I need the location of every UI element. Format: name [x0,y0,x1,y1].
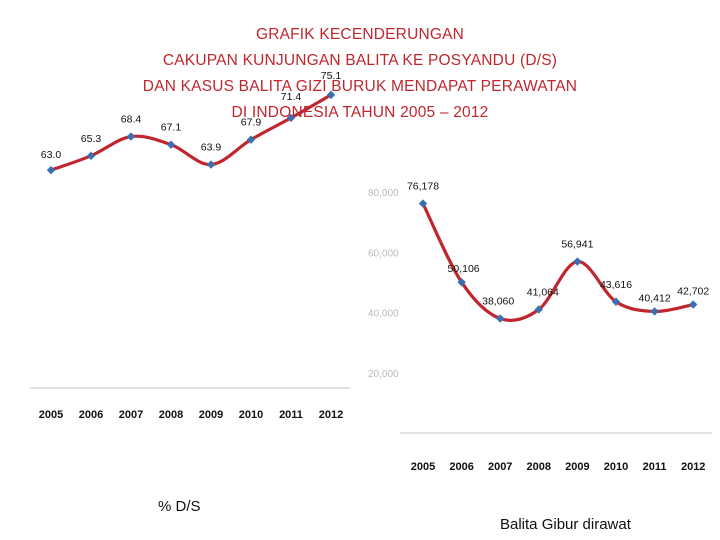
gb-point [650,307,659,316]
gb-data-label: 42,702 [677,286,709,298]
ds-x-tick-label: 2007 [119,409,143,421]
gb-x-tick-label: 2006 [449,461,473,473]
gb-data-label: 76,178 [407,181,439,193]
gb-x-tick-label: 2010 [604,461,628,473]
ds-data-label: 63.0 [41,149,62,161]
ds-coverage-chart: 63.0 65.3 68.4 67.1 63.9 67.9 71.4 75.1 2005 2006… [30,70,350,421]
ds-point [246,135,256,144]
gb-data-label: 50,106 [448,263,480,275]
ds-point [86,151,96,161]
gb-ytick-label: 20,000 [368,369,399,380]
ds-x-tick-label: 2005 [39,409,63,421]
ds-point [326,90,336,100]
ds-point [126,132,136,141]
gb-data-label: 38,060 [482,296,514,308]
gb-point [418,199,428,208]
ds-chart-caption: % D/S [158,498,201,515]
gb-x-tick-label: 2012 [681,461,705,473]
ds-x-tick-label: 2009 [199,409,223,421]
gb-x-tick-label: 2008 [527,461,551,473]
ds-data-label: 71.4 [281,91,302,103]
gb-ytick-label: 40,000 [368,309,399,320]
title-line-3: DAN KASUS BALITA GIZI BURUK MENDAPAT PER… [142,78,578,95]
ds-point [286,113,296,123]
ds-data-label: 65.3 [81,133,102,145]
ds-x-tick-label: 2011 [279,409,303,421]
gb-x-tick-label: 2007 [488,461,512,473]
gb-ytick-label: 80,000 [368,188,399,199]
ds-data-label: 67.1 [161,122,182,134]
ds-point [46,165,56,175]
gb-x-tick-label: 2005 [411,461,435,473]
gb-point [573,257,582,266]
ds-data-label: 75.1 [321,70,342,82]
ds-x-tick-label: 2010 [239,409,263,421]
gb-point [689,300,698,309]
gb-point [496,314,505,323]
gb-x-tick-label: 2009 [565,461,589,473]
ds-data-label: 67.9 [241,117,262,129]
ds-data-label: 68.4 [121,114,142,126]
ds-point [206,160,216,169]
ds-x-tick-label: 2006 [79,409,103,421]
title-line-2: CAKUPAN KUNJUNGAN BALITA KE POSYANDU (D/… [162,52,558,69]
gb-x-tick-label: 2011 [643,461,667,473]
gb-point [534,305,543,314]
title-line-1: GRAFIK KECENDERUNGAN [255,26,465,43]
ds-x-tick-label: 2008 [159,409,183,421]
gb-data-label: 43,616 [600,279,632,291]
gb-point [611,297,621,306]
gb-data-label: 41,064 [527,286,559,298]
ds-series-line [50,93,332,172]
ds-point [166,140,176,149]
ds-data-label: 63.9 [201,142,222,154]
gb-point [457,277,466,287]
gb-data-label: 40,412 [639,292,671,304]
gb-ytick-label: 60,000 [368,248,399,259]
gb-data-label: 56,941 [561,239,593,251]
cases-chart-caption: Balita Gibur dirawat [500,516,631,533]
ds-x-tick-label: 2012 [319,409,343,421]
